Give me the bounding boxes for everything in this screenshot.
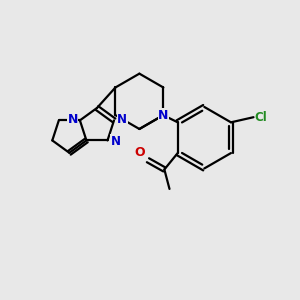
Text: N: N bbox=[117, 113, 127, 126]
Text: Cl: Cl bbox=[254, 111, 267, 124]
Text: N: N bbox=[158, 109, 169, 122]
Text: O: O bbox=[134, 146, 145, 159]
Text: N: N bbox=[68, 113, 78, 126]
Text: N: N bbox=[111, 135, 121, 148]
